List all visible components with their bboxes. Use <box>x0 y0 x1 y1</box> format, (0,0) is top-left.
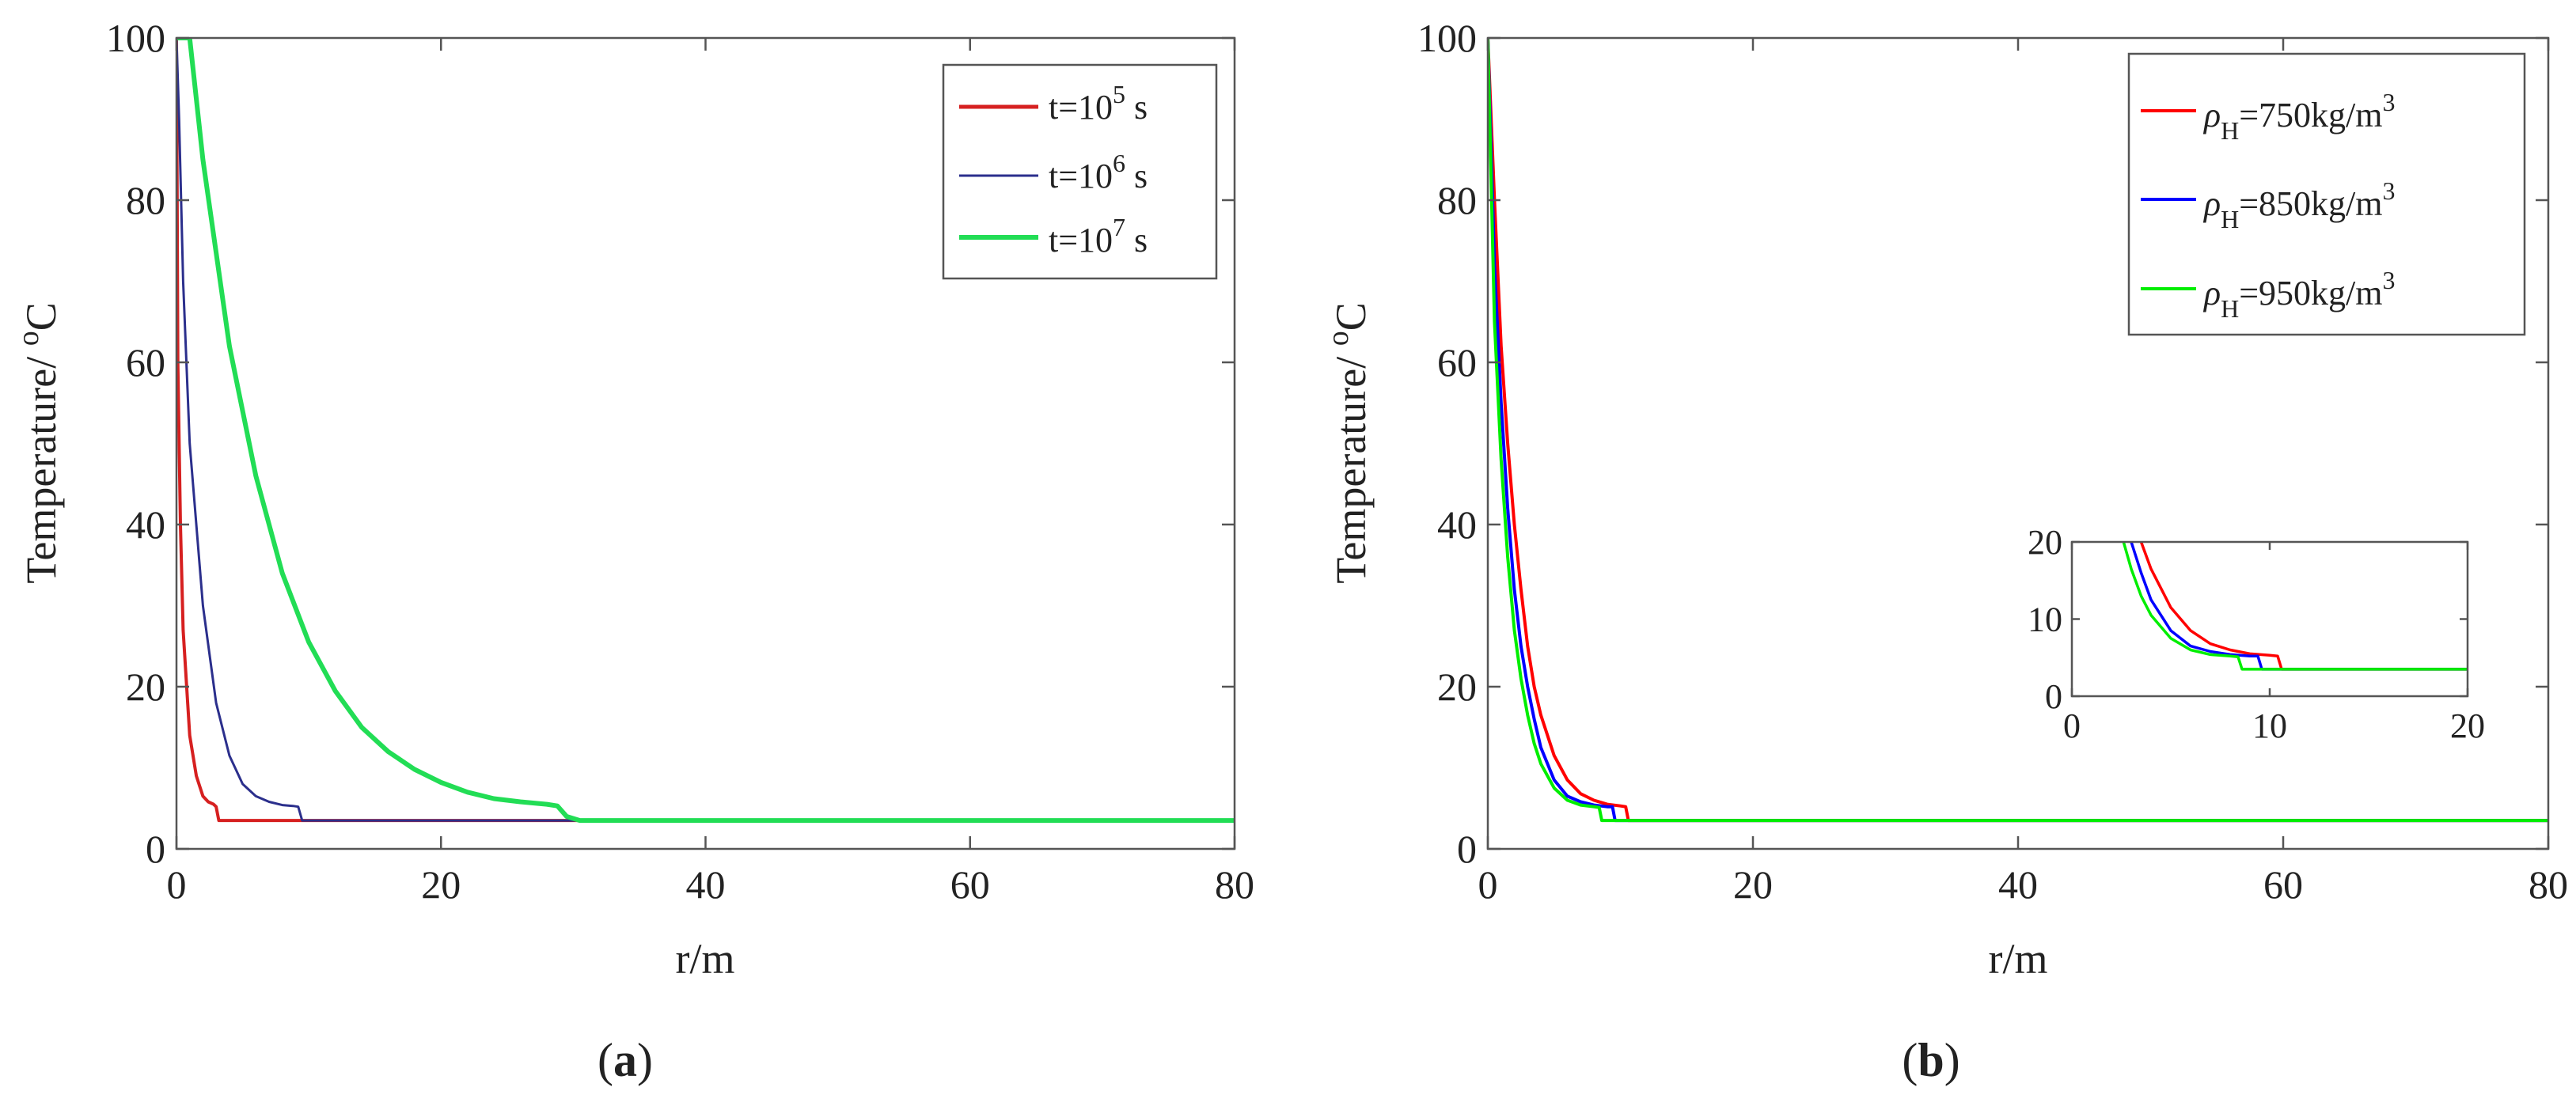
panel-b-inset: 0 10 20 0 10 20 <box>2028 523 2485 745</box>
panel-b-x-tick-label: 20 <box>1733 862 1773 907</box>
panel-b-legend-label-1: ρH=750kg/m3 <box>2202 88 2396 145</box>
panel-a-series-line-2 <box>176 38 1235 822</box>
panel-b-y-tick-label: 0 <box>1457 827 1477 871</box>
panel-a-x-tick-label: 0 <box>167 862 187 907</box>
panel-b-inset-series-line-1 <box>2139 542 2468 671</box>
panel-a-x-tick-label: 80 <box>1215 862 1254 907</box>
panel-a-series-line-3 <box>176 38 1235 824</box>
panel-b-y-tick-label: 80 <box>1437 178 1477 222</box>
panel-b-series <box>1488 38 2548 823</box>
panel-a-x-tick-label: 40 <box>686 862 726 907</box>
panel-a-y-tick-label: 100 <box>106 16 165 60</box>
panel-b-inset-y-tick-label: 0 <box>2045 677 2062 716</box>
panel-a-caption: (a) <box>598 1034 653 1086</box>
panel-b-x-tick-label: 40 <box>1998 862 2038 907</box>
panel-b-series-line-2 <box>1488 38 2548 823</box>
panel-a-y-tick-label: 0 <box>146 827 165 871</box>
panel-a-y-tick-label: 40 <box>126 502 165 547</box>
panel-b-y-tick-label: 40 <box>1437 502 1477 547</box>
panel-b-x-tick-label: 0 <box>1478 862 1498 907</box>
panel-b-y-axis-label: Temperature/ oC <box>1322 302 1375 584</box>
panel-a-legend-box <box>942 63 1218 280</box>
panel-a-x-tick-label: 60 <box>950 862 990 907</box>
panel-b-legend: ρH=750kg/m3 ρH=850kg/m3 ρH=950kg/m3 <box>2127 52 2526 336</box>
panel-b-inset-x-tick-label: 0 <box>2063 706 2081 745</box>
panel-b-y-tick-label: 60 <box>1437 340 1477 384</box>
panel-a-series-line-1 <box>176 38 1235 823</box>
panel-a-legend-label-1: t=105 s <box>1049 80 1148 127</box>
panel-a-y-tick-label: 60 <box>126 340 165 384</box>
panel-b-y-tick-label: 20 <box>1437 665 1477 709</box>
panel-a-legend: t=105 s t=106 s t=107 s <box>942 63 1218 280</box>
panel-a-y-tick-label: 20 <box>126 665 165 709</box>
panel-a-legend-label-2: t=106 s <box>1049 149 1148 195</box>
panel-b-caption: (b) <box>1902 1034 1960 1086</box>
panel-b-y-tick-label: 100 <box>1417 16 1477 60</box>
panel-b-inset-y-tick-label: 10 <box>2028 600 2062 639</box>
panel-b-x-tick-label: 60 <box>2263 862 2303 907</box>
panel-a-ticks: 0 20 40 60 80 0 20 40 60 80 100 <box>106 16 1254 907</box>
panel-b-legend-label-3: ρH=950kg/m3 <box>2202 266 2396 323</box>
panel-a-x-tick-label: 20 <box>421 862 461 907</box>
panel-a-legend-label-3: t=107 s <box>1049 213 1148 259</box>
panel-a-series <box>176 38 1235 824</box>
panel-b-x-tick-label: 80 <box>2529 862 2568 907</box>
panel-b-legend-label-2: ρH=850kg/m3 <box>2202 176 2396 233</box>
panel-a-y-axis-label: Temperature/ oC <box>12 302 65 584</box>
panel-a-y-tick-label: 80 <box>126 178 165 222</box>
panel-b-series-line-1 <box>1488 38 2548 823</box>
panel-b-inset-series-line-3 <box>2122 542 2468 671</box>
panel-b-inset-y-tick-label: 20 <box>2028 523 2062 562</box>
panel-b-inset-x-tick-label: 20 <box>2450 706 2485 745</box>
panel-b-inset-x-tick-label: 10 <box>2252 706 2287 745</box>
panel-b-inset-series-line-2 <box>2130 542 2468 671</box>
panel-b-x-axis-label: r/m <box>1989 935 2048 983</box>
panel-a: 0 20 40 60 80 0 20 40 60 80 100 r/m Temperature/ o… <box>12 16 1254 1086</box>
panel-b-series-line-3 <box>1488 38 2548 823</box>
panel-b-inset-ticks: 0 10 20 0 10 20 <box>2028 523 2485 745</box>
panel-b-inset-series <box>2122 542 2468 671</box>
panel-a-x-axis-label: r/m <box>676 935 735 983</box>
